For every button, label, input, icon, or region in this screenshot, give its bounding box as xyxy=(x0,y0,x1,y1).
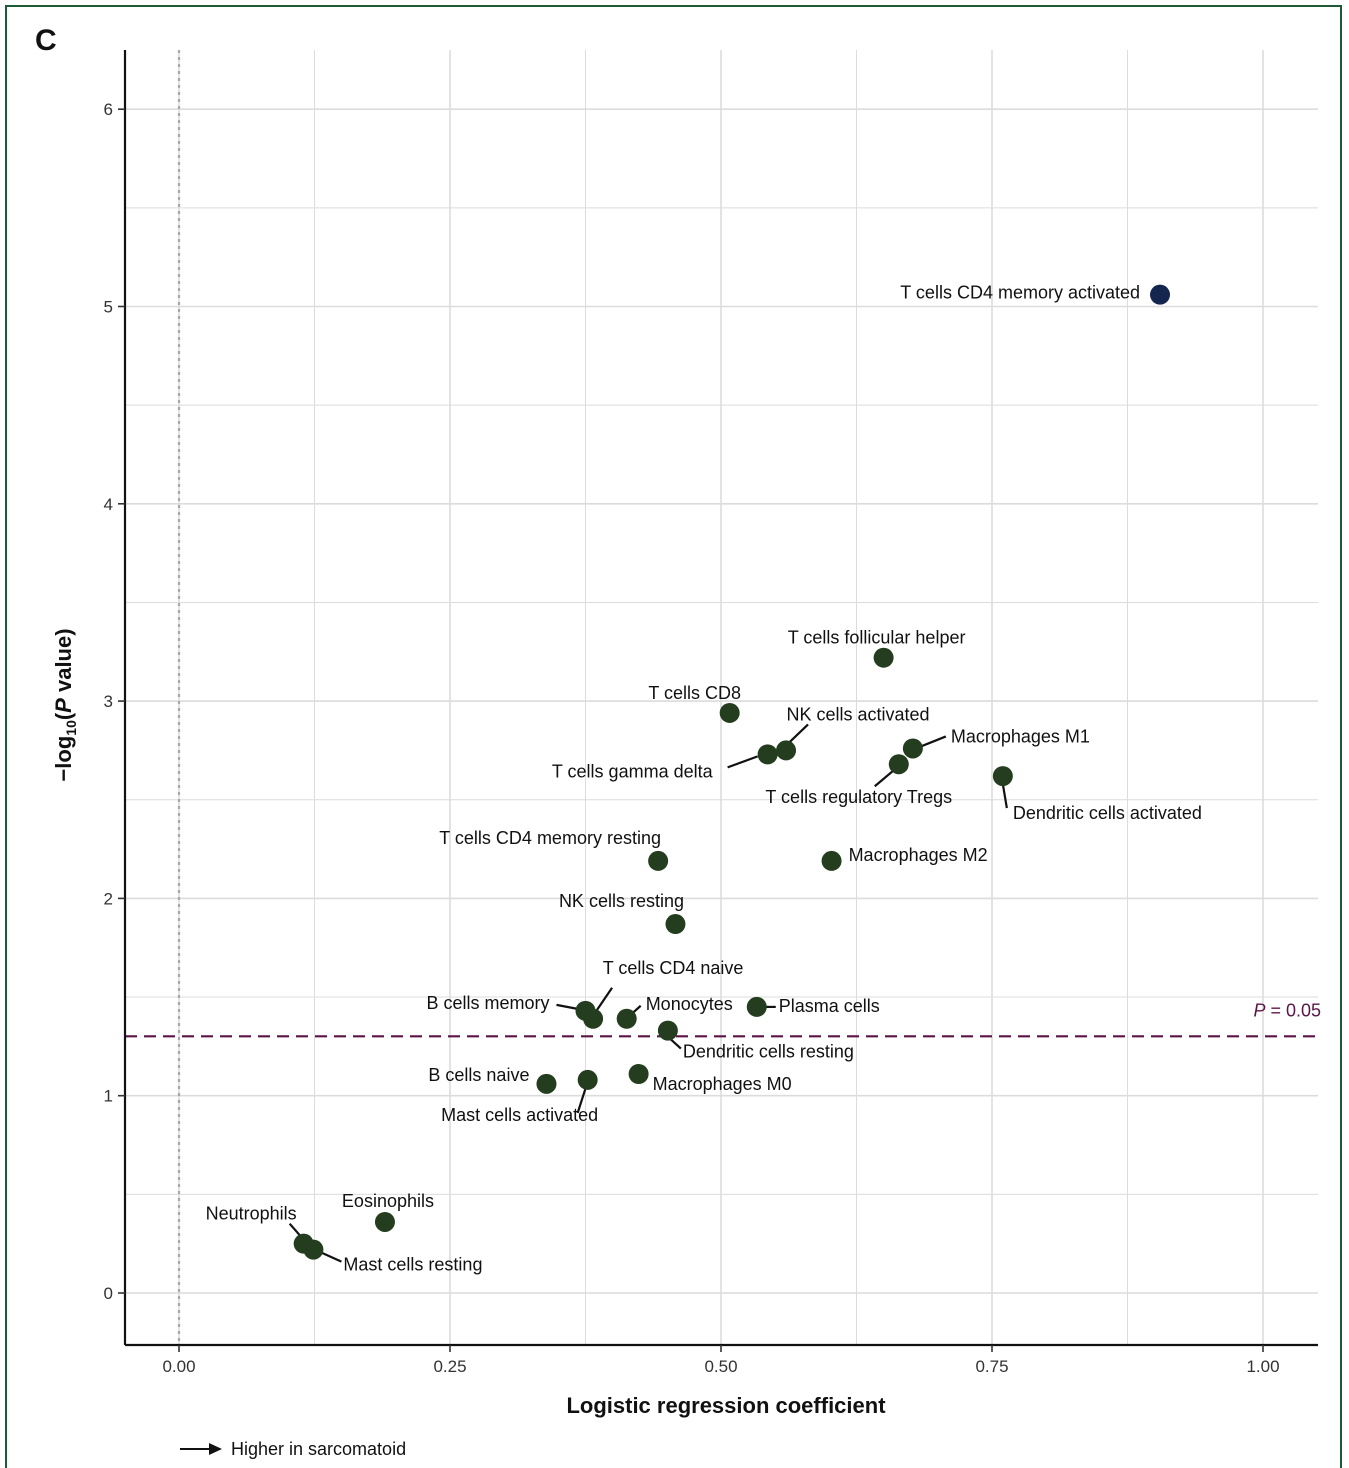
point-marker xyxy=(575,1000,596,1021)
leader-line xyxy=(727,755,758,769)
y-title-open: ( xyxy=(51,712,76,720)
y-tick-label: 3 xyxy=(104,692,113,711)
point-label: Neutrophils xyxy=(206,1204,297,1224)
point-label: NK cells activated xyxy=(787,704,930,724)
threshold-line: P = 0.05 xyxy=(125,1000,1321,1038)
point-label: T cells CD4 naive xyxy=(603,958,744,978)
point-marker xyxy=(616,1008,637,1029)
point-label: B cells memory xyxy=(426,993,549,1013)
point-marker xyxy=(992,766,1013,787)
x-axis-title: Logistic regression coefficient xyxy=(566,1393,886,1418)
point-marker xyxy=(776,740,797,761)
threshold-label-italic: P xyxy=(1253,1000,1265,1020)
point-marker xyxy=(303,1239,324,1260)
point-label: Macrophages M1 xyxy=(951,726,1090,746)
leader-line xyxy=(556,1003,578,1010)
point-marker xyxy=(757,744,778,765)
point-label: T cells CD4 memory resting xyxy=(439,828,661,848)
x-tick-label: 0.50 xyxy=(704,1357,737,1376)
threshold-label-rest: = 0.05 xyxy=(1265,1000,1321,1020)
leader-line xyxy=(874,769,895,788)
y-title-suffix: value) xyxy=(51,628,76,698)
point-marker xyxy=(902,738,923,759)
point-marker xyxy=(374,1211,395,1232)
point-label: Monocytes xyxy=(646,994,733,1014)
y-title-prefix: −log xyxy=(51,736,76,782)
leader-line xyxy=(576,1087,587,1114)
point-marker xyxy=(648,850,669,871)
point-label: Mast cells activated xyxy=(441,1105,598,1125)
leader-line xyxy=(320,1251,342,1263)
points xyxy=(293,284,1171,1260)
panel-label: C xyxy=(35,24,57,57)
point-label: T cells gamma delta xyxy=(552,761,714,781)
label-leaders xyxy=(288,723,1008,1263)
y-tick-label: 6 xyxy=(104,100,113,119)
point-marker xyxy=(536,1073,557,1094)
point-marker xyxy=(746,996,767,1017)
point-label: T cells CD8 xyxy=(648,683,741,703)
x-ticks: 0.00 0.25 0.50 0.75 1.00 xyxy=(162,1345,1280,1376)
footnote-arrow-icon xyxy=(209,1443,222,1455)
footnote: Higher in sarcomatoid xyxy=(180,1439,406,1459)
leader-line xyxy=(594,987,613,1014)
point-label: B cells naive xyxy=(428,1065,529,1085)
point-label: NK cells resting xyxy=(559,891,684,911)
point-label: Eosinophils xyxy=(342,1191,434,1211)
point-label: Macrophages M0 xyxy=(653,1074,792,1094)
point-marker xyxy=(665,914,686,935)
point-marker xyxy=(719,702,740,723)
y-axis-title: −log10(P value) xyxy=(51,628,79,781)
leader-line xyxy=(1001,783,1008,809)
y-tick-label: 1 xyxy=(104,1087,113,1106)
threshold-label: P = 0.05 xyxy=(1253,1000,1321,1020)
x-tick-label: 0.75 xyxy=(975,1357,1008,1376)
leader-line xyxy=(669,1037,682,1050)
y-tick-label: 5 xyxy=(104,298,113,317)
y-title-italic: P xyxy=(51,698,76,713)
y-tick-label: 0 xyxy=(104,1284,113,1303)
leader-line xyxy=(920,735,947,748)
point-marker xyxy=(657,1020,678,1041)
point-label: Plasma cells xyxy=(779,996,880,1016)
point-label: T cells follicular helper xyxy=(788,628,966,648)
x-tick-label: 1.00 xyxy=(1246,1357,1279,1376)
point-label: Mast cells resting xyxy=(343,1255,482,1275)
y-tick-label: 4 xyxy=(104,495,113,514)
y-ticks: 0 1 2 3 4 5 6 xyxy=(104,100,125,1303)
point-marker xyxy=(888,754,909,775)
point-label: T cells CD4 memory activated xyxy=(900,283,1140,303)
footnote-text: Higher in sarcomatoid xyxy=(231,1439,406,1459)
y-title-sub: 10 xyxy=(63,720,79,736)
point-marker xyxy=(821,850,842,871)
x-tick-label: 0.25 xyxy=(433,1357,466,1376)
figure-frame xyxy=(5,5,1342,1468)
point-marker xyxy=(873,647,894,668)
point-marker xyxy=(1150,284,1171,305)
point-label: Dendritic cells resting xyxy=(683,1042,854,1062)
point-label: T cells regulatory Tregs xyxy=(765,787,952,807)
x-tick-label: 0.00 xyxy=(162,1357,195,1376)
y-tick-label: 2 xyxy=(104,889,113,908)
point-label: Dendritic cells activated xyxy=(1013,803,1202,823)
point-label: Macrophages M2 xyxy=(849,845,988,865)
point-marker xyxy=(577,1069,598,1090)
grid xyxy=(125,50,1318,1345)
point-marker xyxy=(628,1063,649,1084)
point-labels: T cells CD4 memory activated T cells foll… xyxy=(206,283,1202,1275)
